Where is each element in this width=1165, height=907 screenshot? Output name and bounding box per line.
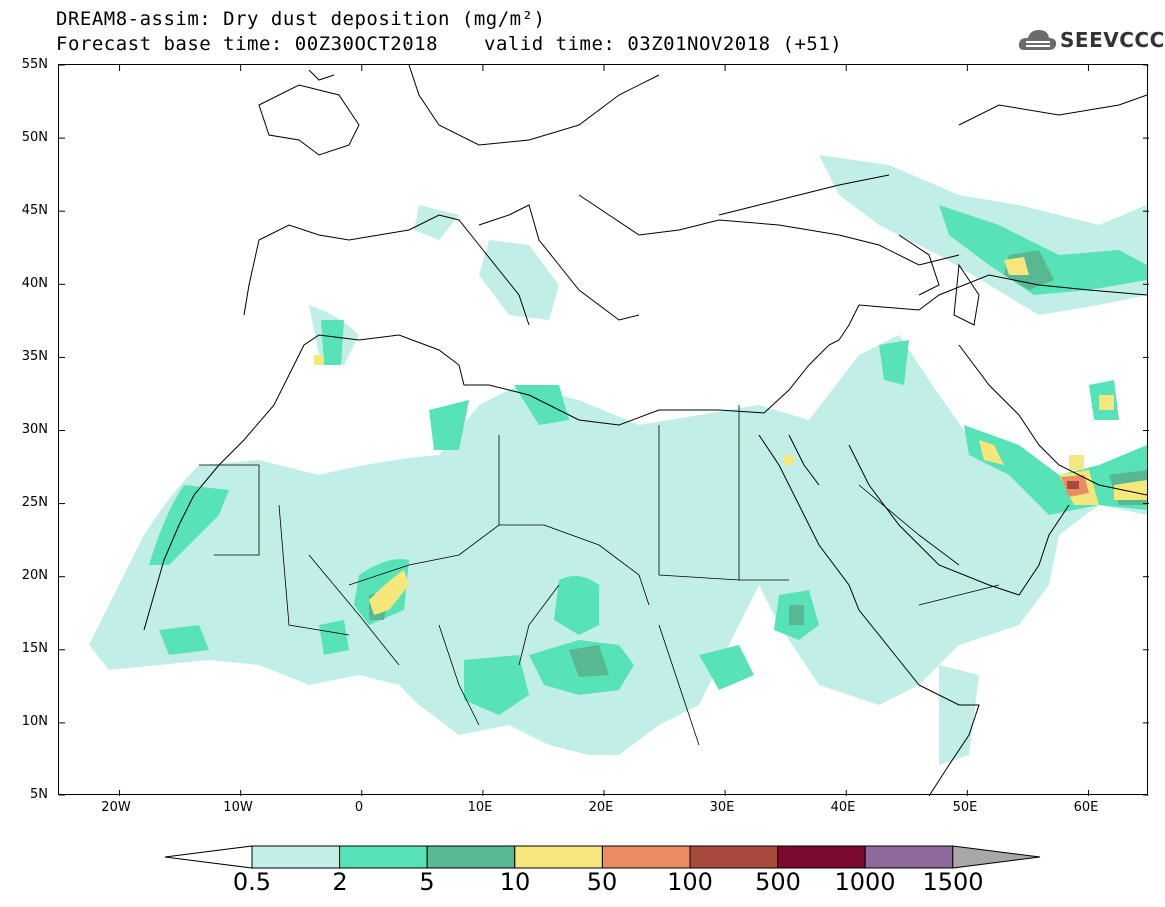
lat-label: 45N (21, 203, 48, 218)
colorbar-label: 100 (667, 868, 713, 896)
lat-label: 25N (21, 495, 48, 510)
lat-label: 20N (21, 568, 48, 583)
time-info: Forecast base time: 00Z30OCT2018 valid ti… (56, 33, 842, 55)
colorbar-label: 50 (586, 868, 618, 896)
colorbar-label: 1500 (922, 868, 984, 896)
lat-label: 50N (21, 130, 48, 145)
colorbar-label: 0.5 (232, 868, 272, 896)
colorbar-swatch (339, 845, 428, 869)
colorbar-swatch (426, 845, 516, 869)
colorbar-swatch (864, 845, 954, 869)
country-borders (199, 405, 1000, 746)
lat-label: 5N (30, 787, 48, 802)
map-title: DREAM8-assim: Dry dust deposition (mg/m²… (56, 8, 546, 30)
colorbar-swatch (777, 845, 866, 869)
lon-label: 0 (354, 800, 364, 815)
lat-label: 10N (21, 714, 48, 729)
dust-deposition-map (59, 65, 1149, 796)
lon-label: 10E (467, 800, 493, 815)
lon-label: 10W (223, 800, 253, 815)
colorbar-swatch (251, 845, 341, 869)
map-area (58, 64, 1149, 796)
colorbar-label: 500 (755, 868, 801, 896)
lon-label: 20E (588, 800, 614, 815)
cloud-icon (1018, 30, 1057, 50)
colorbar-swatch (514, 845, 603, 869)
lat-label: 15N (21, 641, 48, 656)
lon-label: 50E (952, 800, 978, 815)
colorbar-swatch (601, 845, 691, 869)
logo-text: SEEVCCC (1060, 28, 1165, 52)
colorbar-label: 2 (332, 868, 348, 896)
lon-label: 60E (1073, 800, 1099, 815)
lat-label: 30N (21, 422, 48, 437)
colorbar-over-arrow (952, 845, 1041, 869)
colorbar-swatch (689, 845, 779, 869)
colorbar-under-arrow (164, 845, 253, 869)
dust-field-layer (89, 155, 1147, 765)
colorbar-label: 1000 (834, 868, 896, 896)
colorbar-label: 5 (419, 868, 435, 896)
coastlines (143, 65, 1148, 796)
base-time: Forecast base time: 00Z30OCT2018 (56, 33, 439, 55)
lat-label: 55N (21, 57, 48, 72)
lon-label: 40E (830, 800, 856, 815)
lon-label: 20W (101, 800, 131, 815)
seevccc-logo: SEEVCCC (1018, 26, 1164, 58)
lon-label: 30E (709, 800, 735, 815)
valid-time: valid time: 03Z01NOV2018 (+51) (484, 33, 843, 55)
colorbar (164, 845, 1041, 869)
lat-label: 35N (21, 349, 48, 364)
lat-label: 40N (21, 276, 48, 291)
colorbar-label: 10 (499, 868, 531, 896)
